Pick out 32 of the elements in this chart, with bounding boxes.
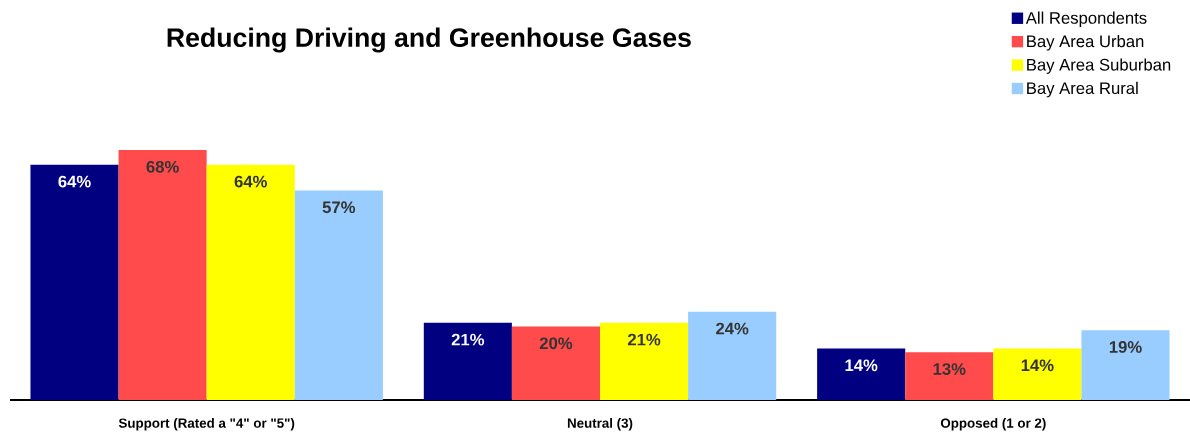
data-label: 20% xyxy=(539,337,573,350)
data-label: 13% xyxy=(933,363,966,375)
data-label: 57% xyxy=(322,201,356,214)
bar xyxy=(817,348,906,400)
data-label: 64% xyxy=(58,175,91,188)
bar xyxy=(511,326,600,400)
data-label: 24% xyxy=(716,322,749,335)
bar xyxy=(600,322,689,400)
data-label: 21% xyxy=(627,333,661,346)
x-tick-label: Opposed (1 or 2) xyxy=(940,418,1046,431)
bar xyxy=(423,322,512,400)
legend-label: All Respondents xyxy=(1025,11,1147,28)
data-label: 21% xyxy=(451,333,485,346)
x-tick-label: Support (Rated a "4" or "5") xyxy=(118,418,295,431)
legend-label: Bay Area Suburban xyxy=(1027,58,1171,74)
data-label: 68% xyxy=(146,160,179,173)
bar xyxy=(688,311,777,400)
data-label: 19% xyxy=(1109,341,1142,353)
data-label: 64% xyxy=(234,175,267,188)
bar xyxy=(30,164,119,400)
x-tick-label: Neutral (3) xyxy=(567,418,633,431)
bar xyxy=(905,352,994,400)
data-label: 14% xyxy=(1021,359,1054,372)
legend-label: Bay Area Urban xyxy=(1027,34,1144,51)
data-label: 14% xyxy=(845,359,878,372)
bar xyxy=(118,149,207,400)
chart-title: Reducing Driving and Greenhouse Gases xyxy=(167,27,691,53)
bar xyxy=(993,348,1082,400)
bar xyxy=(206,164,295,400)
bar xyxy=(294,190,383,400)
legend-label: Bay Area Rural xyxy=(1027,81,1138,98)
bar xyxy=(1081,330,1170,400)
